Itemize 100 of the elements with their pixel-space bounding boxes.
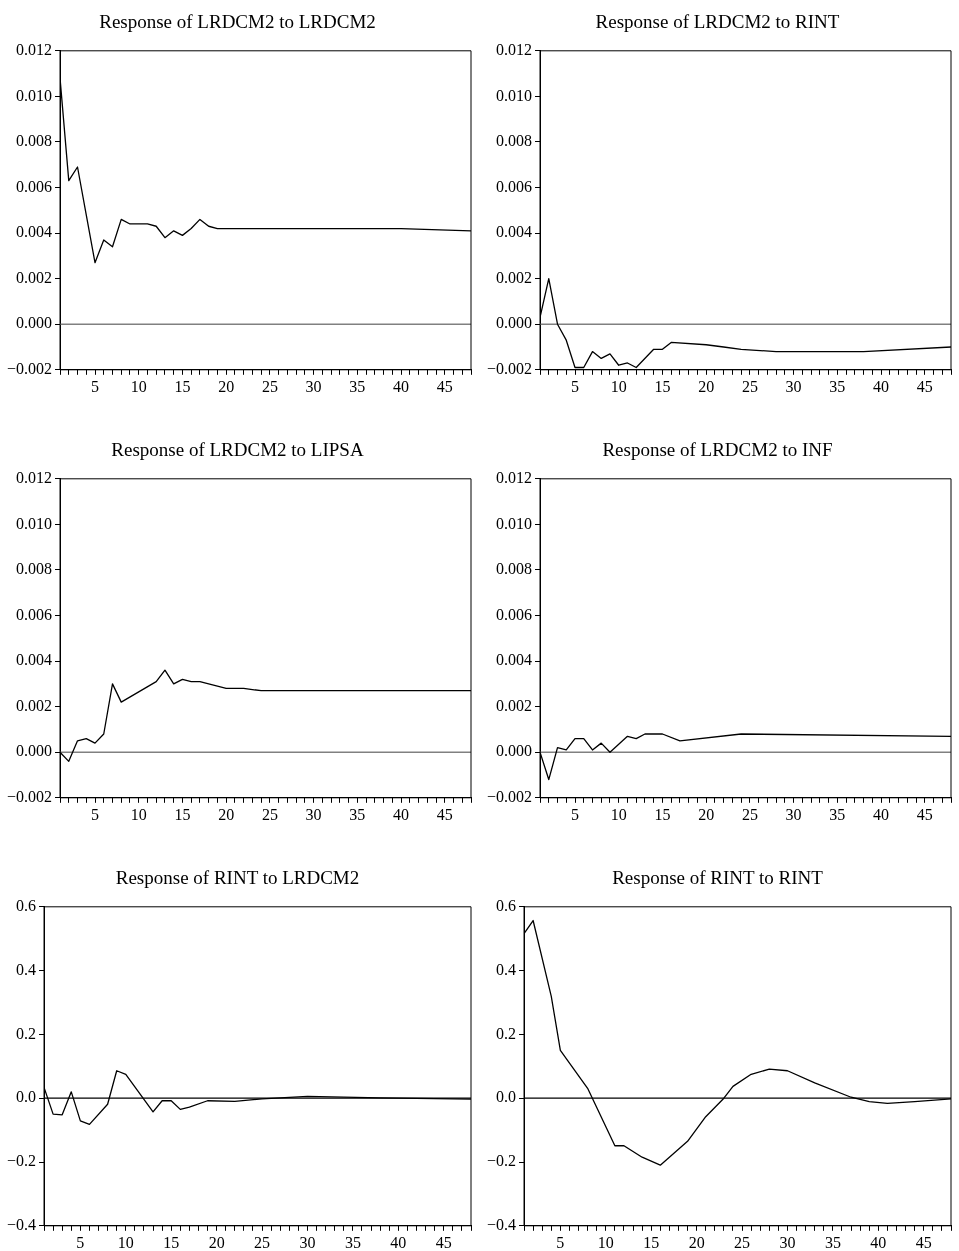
y-tick-label: 0.0 (496, 1088, 517, 1106)
y-tick-label: −0.4 (6, 1216, 37, 1233)
x-tick-label: 30 (785, 377, 802, 395)
x-tick-label: 40 (393, 805, 410, 823)
chart-title: Response of LRDCM2 to RINT (595, 11, 840, 33)
x-tick-label: 10 (130, 805, 147, 823)
x-tick-label: 40 (870, 1233, 887, 1251)
y-tick-label: 0.4 (16, 960, 37, 978)
x-tick-label: 45 (436, 377, 453, 395)
y-tick-label: 0.4 (496, 960, 517, 978)
x-tick-label: 10 (610, 377, 627, 395)
y-tick-label: −0.002 (486, 360, 533, 377)
y-tick-label: 0.000 (16, 314, 53, 332)
x-tick-label: 30 (305, 377, 322, 395)
y-tick-label: 0.012 (16, 41, 53, 58)
y-tick-label: 0.004 (16, 651, 53, 669)
x-tick-label: 45 (916, 377, 933, 395)
chart-title: Response of RINT to RINT (612, 867, 824, 889)
x-tick-label: 25 (261, 805, 278, 823)
x-tick-label: 10 (610, 805, 627, 823)
x-tick-label: 35 (824, 1233, 841, 1251)
chart-title: Response of LRDCM2 to LIPSA (111, 439, 364, 461)
x-tick-label: 40 (393, 377, 410, 395)
y-tick-label: −0.002 (6, 360, 53, 377)
x-tick-label: 10 (130, 377, 147, 395)
x-tick-label: 45 (436, 805, 453, 823)
x-tick-label: 25 (734, 1233, 751, 1251)
x-tick-label: 15 (174, 805, 191, 823)
y-tick-label: 0.006 (16, 605, 53, 623)
y-tick-label: −0.2 (486, 1152, 517, 1170)
y-tick-label: 0.006 (496, 177, 533, 195)
y-tick-label: 0.010 (16, 514, 53, 532)
chart-title: Response of LRDCM2 to LRDCM2 (99, 11, 376, 33)
y-tick-label: 0.000 (16, 742, 53, 760)
y-tick-label: 0.6 (496, 897, 517, 914)
x-tick-label: 35 (344, 1233, 361, 1251)
x-tick-label: 20 (218, 377, 235, 395)
y-tick-label: 0.012 (496, 469, 533, 486)
x-tick-label: 10 (117, 1233, 134, 1251)
y-tick-label: −0.2 (6, 1152, 37, 1170)
x-tick-label: 45 (915, 1233, 932, 1251)
y-tick-label: 0.2 (16, 1024, 37, 1042)
x-tick-label: 25 (741, 805, 758, 823)
x-tick-label: 30 (779, 1233, 796, 1251)
y-tick-label: 0.008 (16, 560, 53, 578)
x-tick-label: 5 (571, 805, 579, 823)
chart-title: Response of LRDCM2 to INF (602, 439, 833, 461)
y-tick-label: −0.002 (486, 788, 533, 805)
x-tick-label: 45 (916, 805, 933, 823)
x-tick-label: 25 (261, 377, 278, 395)
x-tick-label: 35 (349, 377, 366, 395)
x-tick-label: 5 (91, 377, 99, 395)
y-tick-label: 0.004 (496, 223, 533, 241)
x-tick-label: 5 (91, 805, 99, 823)
y-tick-label: 0.012 (496, 41, 533, 58)
x-tick-label: 30 (785, 805, 802, 823)
y-tick-label: 0.6 (16, 897, 37, 914)
y-tick-label: 0.006 (16, 177, 53, 195)
x-tick-label: 15 (654, 805, 671, 823)
y-tick-label: −0.002 (6, 788, 53, 805)
x-tick-label: 20 (218, 805, 235, 823)
x-tick-label: 35 (349, 805, 366, 823)
x-tick-label: 20 (688, 1233, 705, 1251)
y-tick-label: 0.008 (496, 560, 533, 578)
y-tick-label: 0.2 (496, 1024, 517, 1042)
x-tick-label: 40 (873, 805, 890, 823)
x-tick-label: 15 (654, 377, 671, 395)
y-tick-label: 0.002 (16, 696, 53, 714)
x-tick-label: 35 (829, 805, 846, 823)
y-tick-label: 0.004 (16, 223, 53, 241)
x-tick-label: 30 (305, 805, 322, 823)
y-tick-label: 0.010 (496, 86, 533, 104)
y-tick-label: 0.002 (16, 268, 53, 286)
y-tick-label: 0.012 (16, 469, 53, 486)
y-tick-label: 0.010 (16, 86, 53, 104)
x-tick-label: 35 (829, 377, 846, 395)
x-tick-label: 25 (741, 377, 758, 395)
y-tick-label: 0.000 (496, 742, 533, 760)
y-tick-label: 0.002 (496, 268, 533, 286)
x-tick-label: 20 (698, 805, 715, 823)
x-tick-label: 20 (208, 1233, 225, 1251)
y-tick-label: 0.0 (16, 1088, 37, 1106)
y-tick-label: 0.008 (496, 132, 533, 150)
x-tick-label: 15 (174, 377, 191, 395)
x-tick-label: 20 (698, 377, 715, 395)
x-tick-label: 40 (873, 377, 890, 395)
x-tick-label: 25 (254, 1233, 271, 1251)
x-tick-label: 5 (571, 377, 579, 395)
y-tick-label: 0.002 (496, 696, 533, 714)
x-tick-label: 40 (390, 1233, 407, 1251)
x-tick-label: 10 (597, 1233, 614, 1251)
x-tick-label: 15 (163, 1233, 180, 1251)
y-tick-label: 0.004 (496, 651, 533, 669)
y-tick-label: −0.4 (486, 1216, 517, 1233)
x-tick-label: 5 (556, 1233, 565, 1251)
chart-title: Response of RINT to LRDCM2 (115, 867, 360, 889)
y-tick-label: 0.008 (16, 132, 53, 150)
x-tick-label: 30 (299, 1233, 316, 1251)
y-tick-label: 0.000 (496, 314, 533, 332)
x-tick-label: 15 (643, 1233, 660, 1251)
